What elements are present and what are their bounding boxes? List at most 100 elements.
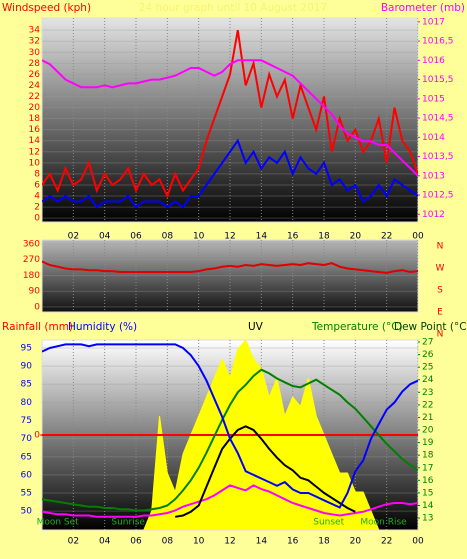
y-tick-label: 95 — [21, 343, 32, 353]
y-tick-label: 50 — [21, 507, 33, 517]
y-tick-label: 32 — [29, 37, 40, 47]
y2-tick-label: 21 — [422, 413, 433, 423]
y-tick-label: 20 — [29, 103, 41, 113]
line — [42, 138, 418, 209]
line — [42, 59, 418, 177]
y-tick-label: 24 — [29, 81, 41, 91]
compass-label: W — [436, 264, 445, 274]
line — [42, 343, 418, 509]
y-tick-label: 65 — [21, 452, 32, 462]
line — [42, 368, 418, 512]
y2-tick-label: 18 — [422, 451, 434, 461]
x-tick-label: 00 — [412, 232, 424, 242]
x-tick-label: 04 — [99, 537, 111, 547]
line — [42, 484, 418, 518]
chart-title: 24 hour graph until 10 August 2017 — [139, 2, 327, 14]
y-tick-label: 80 — [21, 398, 33, 408]
y2-tick-label: 1016,5 — [422, 37, 454, 47]
y-tick-label: 34 — [29, 26, 41, 36]
x-tick-label: 12 — [224, 232, 235, 242]
x-tick-label: 14 — [256, 537, 268, 547]
y-tick-label: 75 — [21, 416, 32, 426]
y2-tick-label: 1014 — [422, 133, 445, 143]
y-tick-label: 12 — [29, 147, 40, 157]
y2-tick-label: 1013,5 — [422, 152, 454, 162]
compass-label: N — [437, 330, 444, 340]
rain-axis-title: Rainfall (mm) — [2, 321, 73, 333]
y2-tick-label: 27 — [422, 338, 433, 348]
y2-tick-label: 14 — [422, 501, 434, 511]
y-tick-label: 28 — [29, 59, 41, 69]
y2-tick-label: 23 — [422, 388, 433, 398]
rain-tick-label: 0 — [34, 431, 40, 441]
annotation: Sunrise — [111, 518, 145, 528]
line — [42, 30, 418, 199]
x-tick-label: 02 — [68, 537, 79, 547]
y2-tick-label: 24 — [422, 375, 434, 385]
annotation: Moon Set — [37, 518, 80, 528]
plot-area — [42, 240, 418, 312]
y2-tick-label: 16 — [422, 476, 434, 486]
y2-tick-label: 1016 — [422, 56, 445, 66]
uv-title: UV — [248, 321, 264, 333]
plot-area — [42, 18, 418, 222]
y-tick-label: 360 — [23, 240, 40, 250]
compass-label: S — [437, 286, 443, 296]
x-tick-label: 20 — [350, 232, 362, 242]
line — [42, 260, 418, 274]
compass-label: E — [437, 308, 443, 318]
y-tick-label: 26 — [29, 70, 41, 80]
y-tick-label: 18 — [29, 114, 41, 124]
x-tick-label: 02 — [68, 232, 79, 242]
y-tick-label: 14 — [29, 136, 41, 146]
y-tick-label: 180 — [23, 271, 40, 281]
y2-tick-label: 26 — [422, 350, 434, 360]
y-tick-label: 30 — [29, 48, 41, 58]
y2-tick-label: 1015 — [422, 94, 445, 104]
y-tick-label: 270 — [23, 255, 40, 265]
x-tick-label: 00 — [412, 537, 424, 547]
y2-axis-title: Temperature (°C) — [311, 321, 403, 333]
x-tick-label: 08 — [162, 232, 174, 242]
y-tick-label: 0 — [34, 302, 40, 312]
y-tick-label: 8 — [34, 169, 40, 179]
y2-tick-label: 20 — [422, 426, 434, 436]
x-tick-label: 16 — [287, 232, 299, 242]
y2-tick-label: 13 — [422, 514, 433, 524]
x-tick-label: 04 — [99, 232, 111, 242]
y2-tick-label: 1017 — [422, 17, 445, 27]
y2-tick-label: 15 — [422, 488, 433, 498]
dew-title: Dew Point (°C) — [394, 321, 467, 333]
y-tick-label: 2 — [34, 203, 40, 213]
y-axis-title: Humidity (%) — [68, 321, 137, 333]
x-tick-label: 10 — [193, 537, 205, 547]
x-tick-label: 18 — [318, 537, 330, 547]
y-tick-label: 60 — [21, 470, 33, 480]
x-tick-label: 22 — [381, 232, 392, 242]
y2-tick-label: 25 — [422, 363, 433, 373]
y2-tick-label: 17 — [422, 463, 433, 473]
x-tick-label: 20 — [350, 537, 362, 547]
y-tick-label: 4 — [34, 192, 40, 202]
compass-label: N — [437, 242, 444, 252]
y2-tick-label: 1015,5 — [422, 75, 454, 85]
y-tick-label: 10 — [29, 158, 41, 168]
y2-tick-label: 22 — [422, 400, 433, 410]
y-tick-label: 70 — [21, 434, 33, 444]
y-tick-label: 90 — [29, 287, 41, 297]
y-tick-label: 85 — [21, 380, 32, 390]
line — [175, 425, 356, 518]
x-tick-label: 10 — [193, 232, 205, 242]
y2-tick-label: 1012,5 — [422, 191, 454, 201]
x-tick-label: 22 — [381, 537, 392, 547]
y2-tick-label: 1012 — [422, 210, 445, 220]
y-axis-title: Windspeed (kph) — [2, 2, 91, 14]
y-tick-label: 55 — [21, 489, 32, 499]
annotation: Sunset — [313, 518, 344, 528]
x-tick-label: 18 — [318, 232, 330, 242]
y-tick-label: 22 — [29, 92, 40, 102]
x-tick-label: 12 — [224, 537, 235, 547]
y-tick-label: 90 — [21, 362, 33, 372]
y-tick-label: 6 — [34, 180, 40, 190]
y2-tick-label: 19 — [422, 438, 434, 448]
